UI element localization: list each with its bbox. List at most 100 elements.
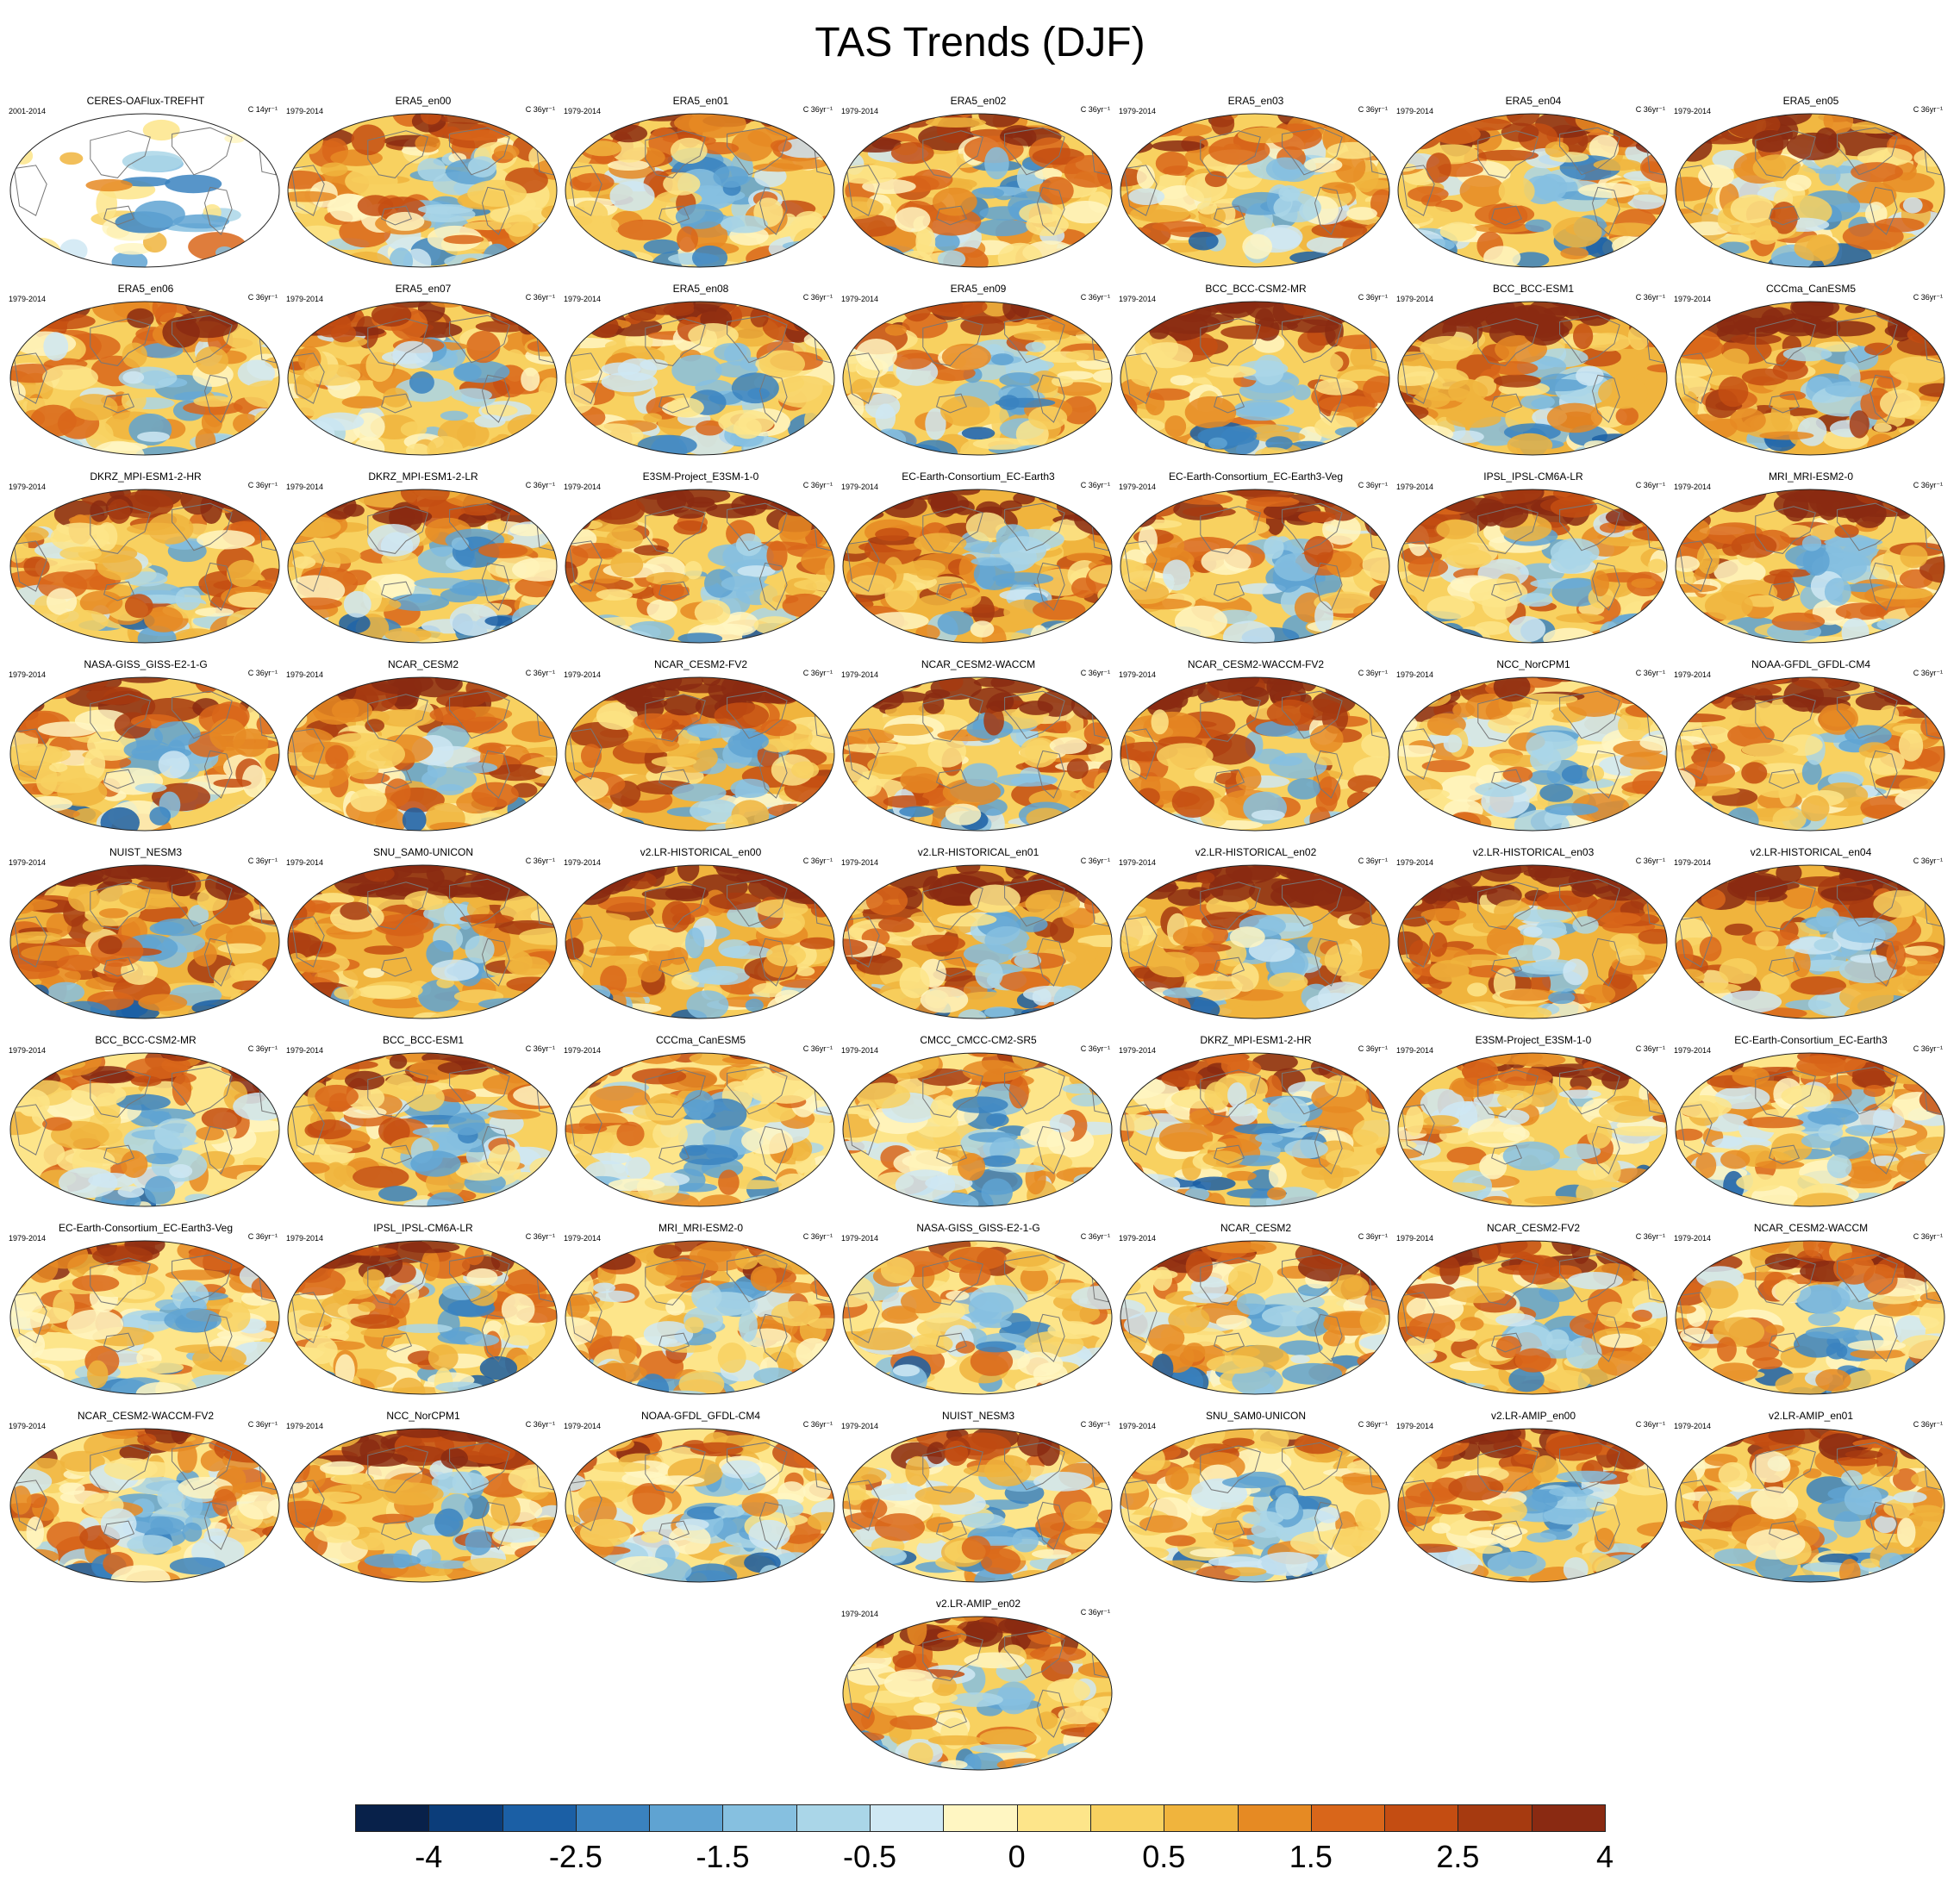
map-panel: NCC_NorCPM1 1979-2014 C 36yr⁻¹	[1396, 658, 1670, 839]
trend-cell	[16, 865, 39, 887]
panel-period: 1979-2014	[286, 483, 324, 491]
trend-cell	[250, 611, 279, 642]
trend-cell	[43, 332, 69, 361]
trend-cell	[1032, 599, 1086, 620]
trend-cell	[1552, 216, 1602, 248]
trend-cell	[388, 594, 450, 612]
trend-cell	[1676, 808, 1718, 819]
trend-cell	[1400, 573, 1436, 601]
panel-title: E3SM-Project_E3SM-1-0	[642, 470, 759, 483]
trend-cell	[844, 742, 907, 753]
trend-cell	[1163, 165, 1195, 176]
trend-cell	[303, 114, 361, 121]
trend-cell	[1886, 1011, 1938, 1019]
trend-cell	[341, 677, 366, 687]
trend-map	[1397, 113, 1668, 268]
trend-cell	[330, 324, 357, 343]
trend-cell	[930, 489, 958, 518]
trend-cell	[1506, 114, 1540, 127]
africa-west-outline	[1401, 165, 1435, 216]
trend-cell	[149, 807, 172, 826]
south-america-outline	[1869, 562, 1898, 611]
trend-cell	[31, 493, 72, 502]
trend-cell	[1576, 365, 1604, 386]
trend-cell	[1616, 944, 1645, 966]
trend-cell	[1179, 493, 1233, 505]
panel-unit: C 36yr⁻¹	[525, 293, 555, 302]
trend-cell	[1712, 1011, 1756, 1019]
trend-cell	[400, 421, 428, 438]
trend-cell	[82, 919, 104, 933]
trend-cell	[1406, 253, 1453, 267]
trend-cell	[1026, 936, 1049, 953]
trend-cell	[1062, 200, 1110, 224]
trend-cell	[1873, 678, 1894, 699]
trend-cell	[875, 403, 896, 432]
trend-cell	[1265, 436, 1293, 451]
trend-cell	[478, 543, 528, 558]
trend-cell	[900, 766, 940, 794]
south-america-outline	[758, 374, 788, 423]
south-america-outline	[758, 562, 788, 611]
trend-cell	[686, 990, 729, 1019]
trend-cell	[1744, 595, 1783, 607]
trend-cell	[288, 246, 303, 262]
trend-cell	[1317, 776, 1341, 807]
map-border	[9, 113, 280, 268]
trend-cell	[449, 603, 498, 637]
trend-cell	[690, 969, 739, 985]
trend-cell	[1120, 708, 1139, 720]
trend-cell	[1309, 806, 1332, 831]
trend-cell	[1071, 577, 1096, 599]
trend-cell	[1557, 540, 1581, 570]
trend-cell	[1082, 240, 1103, 265]
trend-cell	[1621, 308, 1667, 323]
trend-cell	[261, 414, 279, 429]
trend-cell	[320, 162, 348, 177]
trend-cell	[188, 677, 245, 686]
trend-cell	[1350, 344, 1377, 370]
trend-cell	[759, 584, 786, 611]
trend-cell	[526, 995, 557, 1009]
trend-cell	[1892, 252, 1935, 267]
trend-cell	[1238, 127, 1294, 144]
trend-cell	[1334, 427, 1366, 437]
map-panel: BCC_BCC-CSM2-MR 1979-2014 C 36yr⁻¹	[9, 1034, 283, 1215]
trend-cell	[233, 302, 279, 323]
trend-cell	[390, 506, 415, 529]
trend-cell	[1769, 568, 1812, 578]
map-border	[9, 489, 280, 644]
trend-cell	[1613, 302, 1632, 317]
trend-cell	[1373, 679, 1389, 698]
trend-cell	[297, 346, 321, 372]
trend-cell	[111, 251, 148, 267]
trend-cell	[1120, 816, 1153, 828]
trend-cell	[443, 234, 484, 245]
trend-cell	[334, 302, 358, 307]
trend-cell	[1593, 824, 1635, 831]
trend-cell	[1794, 234, 1839, 262]
trend-cell	[1519, 593, 1553, 607]
australia-outline	[658, 205, 690, 226]
south-america-outline	[1036, 562, 1065, 611]
trend-cell	[298, 820, 330, 831]
trend-cell	[737, 565, 776, 577]
south-america-outline	[1591, 562, 1620, 611]
trend-cell	[856, 955, 903, 975]
trend-cell	[40, 771, 100, 794]
trend-cell	[1623, 433, 1642, 455]
trend-cell	[1676, 418, 1697, 435]
map-panel: ERA5_en06 1979-2014 C 36yr⁻¹	[9, 283, 283, 464]
trend-cell	[1508, 615, 1546, 643]
trend-cell	[565, 245, 585, 266]
trend-cell	[1066, 552, 1105, 563]
south-america-outline	[1314, 562, 1343, 611]
trend-cell	[1715, 442, 1745, 455]
trend-cell	[572, 172, 615, 192]
trend-cell	[1502, 766, 1533, 783]
trend-cell	[288, 636, 309, 643]
trend-cell	[1432, 445, 1458, 455]
trend-cell	[97, 935, 122, 955]
map-border	[1120, 489, 1390, 644]
trend-cell	[1053, 865, 1073, 879]
